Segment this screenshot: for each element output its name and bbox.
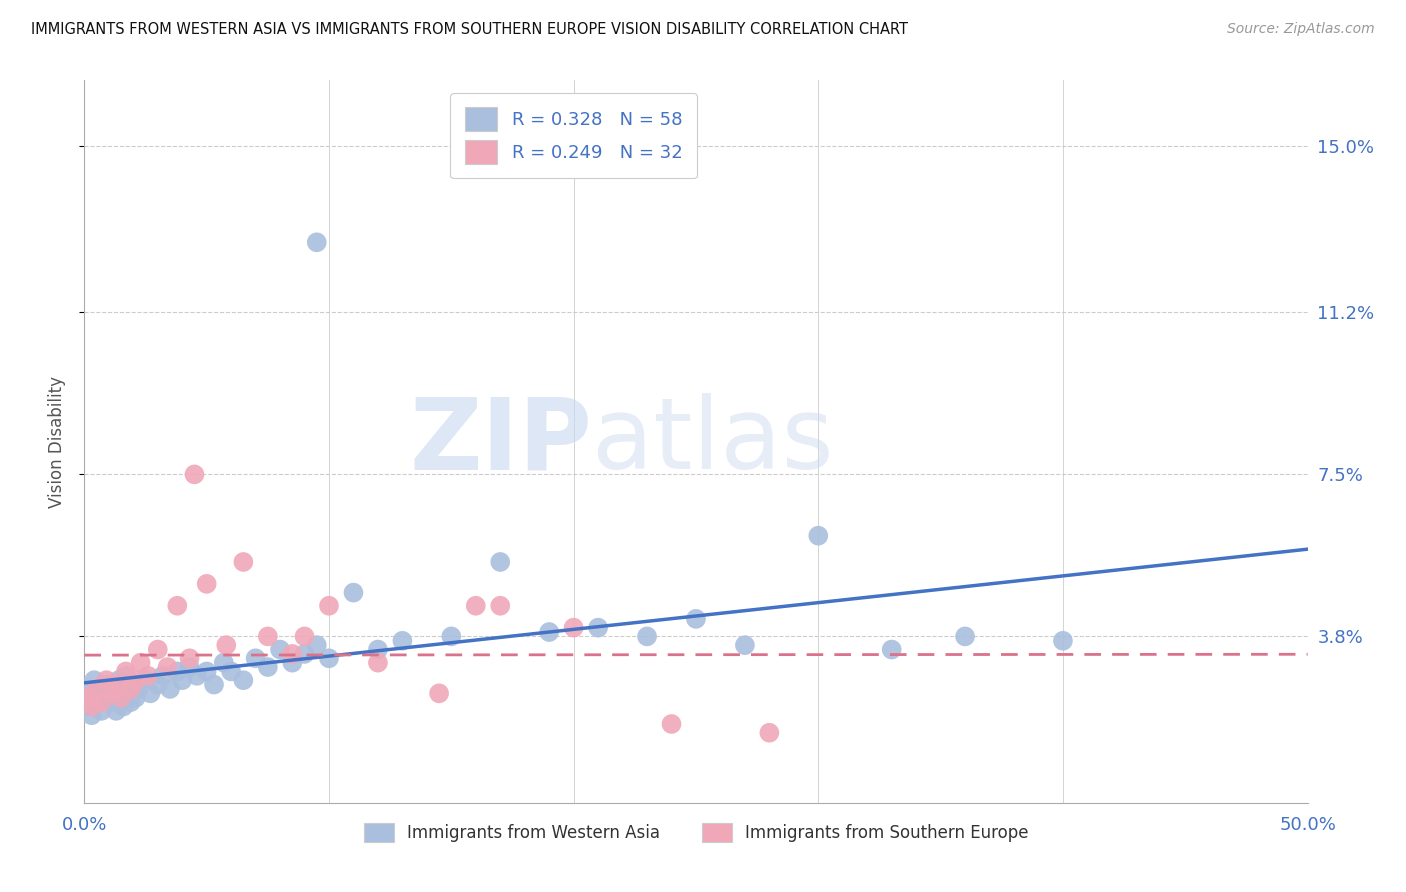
Point <box>953 629 976 643</box>
Text: Source: ZipAtlas.com: Source: ZipAtlas.com <box>1227 22 1375 37</box>
Point <box>166 599 188 613</box>
Point <box>146 642 169 657</box>
Point <box>257 660 280 674</box>
Point <box>281 647 304 661</box>
Point <box>120 681 142 696</box>
Point <box>489 555 512 569</box>
Point <box>76 699 98 714</box>
Point <box>269 642 291 657</box>
Text: atlas: atlas <box>592 393 834 490</box>
Point <box>86 695 108 709</box>
Point <box>100 686 122 700</box>
Point <box>90 704 112 718</box>
Point <box>146 677 169 691</box>
Point <box>139 686 162 700</box>
Point <box>122 677 145 691</box>
Point <box>76 690 98 705</box>
Point <box>586 621 609 635</box>
Point <box>110 690 132 705</box>
Point <box>305 638 328 652</box>
Point <box>77 686 100 700</box>
Point <box>90 695 112 709</box>
Point <box>152 669 174 683</box>
Point <box>318 599 340 613</box>
Point <box>305 235 328 250</box>
Point <box>107 673 129 688</box>
Point <box>245 651 267 665</box>
Point <box>294 647 316 661</box>
Point <box>367 642 389 657</box>
Point <box>135 673 157 688</box>
Point <box>103 681 125 696</box>
Point <box>440 629 463 643</box>
Point <box>195 665 218 679</box>
Point <box>80 708 103 723</box>
Point <box>110 690 132 705</box>
Point <box>105 677 128 691</box>
Point <box>120 695 142 709</box>
Point <box>179 651 201 665</box>
Point <box>195 577 218 591</box>
Point <box>115 669 138 683</box>
Point <box>880 642 903 657</box>
Point <box>159 681 181 696</box>
Point <box>186 669 208 683</box>
Point <box>807 529 830 543</box>
Point <box>87 681 110 696</box>
Point <box>636 629 658 643</box>
Point <box>232 673 254 688</box>
Point <box>212 656 235 670</box>
Point <box>100 695 122 709</box>
Point <box>294 629 316 643</box>
Point <box>202 677 225 691</box>
Point <box>105 704 128 718</box>
Point <box>281 656 304 670</box>
Point <box>489 599 512 613</box>
Point <box>685 612 707 626</box>
Point <box>172 673 194 688</box>
Point <box>166 665 188 679</box>
Point <box>125 690 148 705</box>
Point <box>427 686 450 700</box>
Point <box>115 665 138 679</box>
Point <box>562 621 585 635</box>
Text: ZIP: ZIP <box>409 393 592 490</box>
Point <box>136 669 159 683</box>
Point <box>215 638 238 652</box>
Point <box>734 638 756 652</box>
Point <box>96 677 118 691</box>
Legend: Immigrants from Western Asia, Immigrants from Southern Europe: Immigrants from Western Asia, Immigrants… <box>357 816 1035 848</box>
Point <box>232 555 254 569</box>
Point <box>83 673 105 688</box>
Point <box>758 725 780 739</box>
Y-axis label: Vision Disability: Vision Disability <box>48 376 66 508</box>
Point <box>179 660 201 674</box>
Point <box>257 629 280 643</box>
Point <box>93 690 115 705</box>
Text: IMMIGRANTS FROM WESTERN ASIA VS IMMIGRANTS FROM SOUTHERN EUROPE VISION DISABILIT: IMMIGRANTS FROM WESTERN ASIA VS IMMIGRAN… <box>31 22 908 37</box>
Point <box>156 660 179 674</box>
Point <box>219 665 242 679</box>
Point <box>129 656 152 670</box>
Point <box>112 699 135 714</box>
Point <box>125 673 148 688</box>
Point <box>127 681 149 696</box>
Point <box>86 681 108 696</box>
Point <box>367 656 389 670</box>
Point <box>97 686 120 700</box>
Point <box>342 585 364 599</box>
Point <box>391 633 413 648</box>
Point <box>538 625 561 640</box>
Point <box>183 467 205 482</box>
Point <box>1052 633 1074 648</box>
Point <box>96 673 118 688</box>
Point <box>80 699 103 714</box>
Point <box>661 717 683 731</box>
Point <box>464 599 486 613</box>
Point <box>318 651 340 665</box>
Point <box>117 686 139 700</box>
